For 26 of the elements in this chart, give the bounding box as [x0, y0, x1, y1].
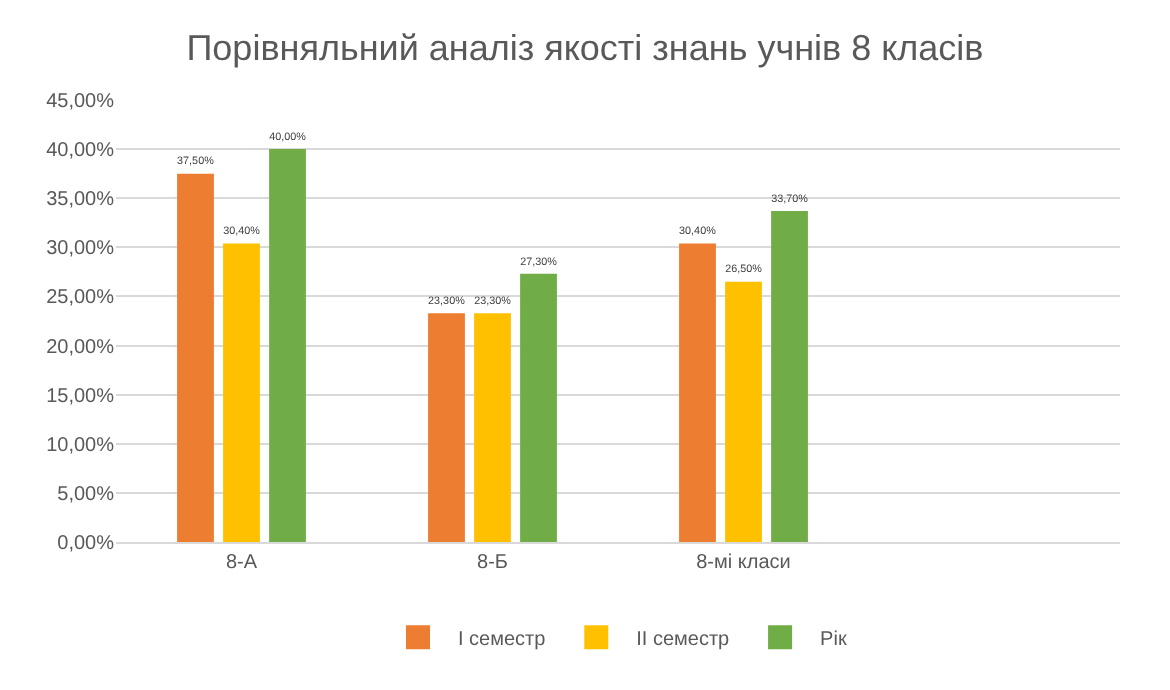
y-tick-label: 40,00% — [46, 140, 115, 163]
legend-label: ІІ семестр — [636, 629, 731, 652]
x-tick-label: 8-А — [225, 552, 258, 574]
x-tick-label: 8-мі класи — [696, 552, 791, 574]
bar — [223, 243, 260, 542]
bar — [474, 313, 511, 542]
y-tick-label: 5,00% — [57, 483, 115, 506]
y-tick-label: 10,00% — [46, 434, 115, 457]
y-tick-label: 45,00% — [46, 91, 115, 113]
y-tick-label: 20,00% — [46, 336, 115, 359]
legend-label: Рік — [820, 629, 848, 652]
legend-label: І семестр — [458, 629, 547, 652]
bar — [428, 313, 465, 542]
bar — [520, 273, 557, 542]
x-tick-label: 8-Б — [477, 552, 509, 574]
y-tick-label: 30,00% — [46, 238, 115, 261]
chart-title: Порівняльний аналіз якості знань учнів 8 класів — [186, 27, 984, 68]
bar — [771, 211, 808, 542]
y-tick-label: 25,00% — [46, 287, 115, 310]
bar — [269, 149, 306, 542]
y-tick-label: 0,00% — [57, 533, 115, 555]
bar — [679, 243, 716, 542]
bar — [725, 281, 762, 542]
y-tick-label: 35,00% — [46, 189, 115, 212]
y-tick-label: 15,00% — [46, 385, 115, 408]
bar — [177, 173, 214, 542]
